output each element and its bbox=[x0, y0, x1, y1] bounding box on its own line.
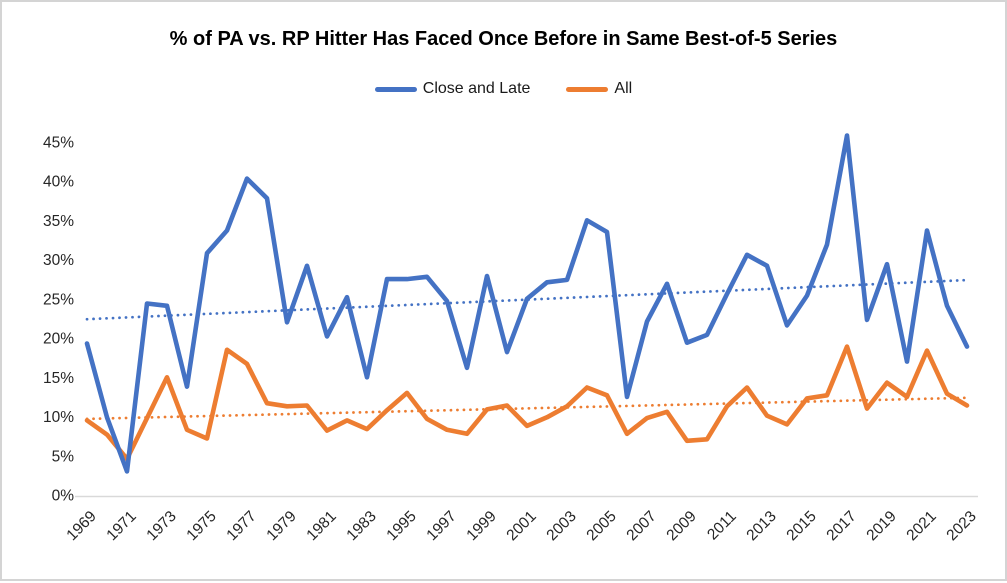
x-axis-label: 2007 bbox=[623, 508, 659, 544]
x-axis-label: 1999 bbox=[463, 508, 499, 544]
series-line-close-and-late bbox=[84, 133, 970, 474]
legend-swatch-all-icon bbox=[566, 86, 609, 92]
y-axis-label: 10% bbox=[43, 409, 74, 426]
legend-label-all: All bbox=[614, 80, 633, 97]
x-axis-label: 2023 bbox=[943, 508, 979, 544]
series-line-all bbox=[84, 344, 970, 462]
trendline-all bbox=[85, 396, 972, 421]
y-axis-label: 35% bbox=[43, 213, 74, 230]
x-axis-label: 2009 bbox=[663, 508, 699, 544]
x-axis-label: 2001 bbox=[503, 508, 539, 544]
x-axis-label: 1969 bbox=[63, 508, 99, 544]
legend-item-all: All bbox=[566, 80, 632, 98]
y-axis-label: 15% bbox=[43, 370, 74, 387]
x-axis-label: 2017 bbox=[823, 508, 859, 544]
y-axis-label: 45% bbox=[43, 134, 74, 151]
y-axis-label: 25% bbox=[43, 291, 74, 308]
y-axis-label: 0% bbox=[52, 488, 75, 505]
x-axis-label: 2011 bbox=[704, 508, 740, 544]
x-axis-label: 1997 bbox=[423, 508, 459, 544]
x-axis-label: 2003 bbox=[543, 508, 579, 544]
y-axis-label: 40% bbox=[43, 174, 74, 191]
x-axis-label: 2021 bbox=[903, 508, 939, 544]
x-axis-label: 1971 bbox=[103, 508, 139, 544]
x-axis-label: 2015 bbox=[783, 508, 819, 544]
x-axis-label: 2013 bbox=[743, 508, 779, 544]
x-axis-label: 1977 bbox=[223, 508, 259, 544]
legend-item-close-and-late: Close and Late bbox=[374, 80, 531, 98]
y-axis-label: 20% bbox=[43, 331, 74, 348]
x-axis-label: 2019 bbox=[863, 508, 899, 544]
x-axis-label: 1995 bbox=[383, 508, 419, 544]
y-axis-label: 30% bbox=[43, 252, 74, 269]
chart-title: % of PA vs. RP Hitter Has Faced Once Bef… bbox=[169, 28, 838, 50]
x-axis-label: 1975 bbox=[183, 508, 219, 544]
x-axis-label: 1973 bbox=[143, 508, 179, 544]
x-axis-label: 1983 bbox=[343, 508, 379, 544]
legend: Close and Late All bbox=[2, 78, 1005, 100]
y-axis-label: 5% bbox=[52, 448, 75, 465]
legend-swatch-close-and-late-icon bbox=[374, 86, 417, 92]
x-axis-label: 1981 bbox=[303, 508, 339, 544]
x-axis-label: 2005 bbox=[583, 508, 619, 544]
x-axis-label: 1979 bbox=[263, 508, 299, 544]
legend-label-close-and-late: Close and Late bbox=[422, 80, 531, 97]
